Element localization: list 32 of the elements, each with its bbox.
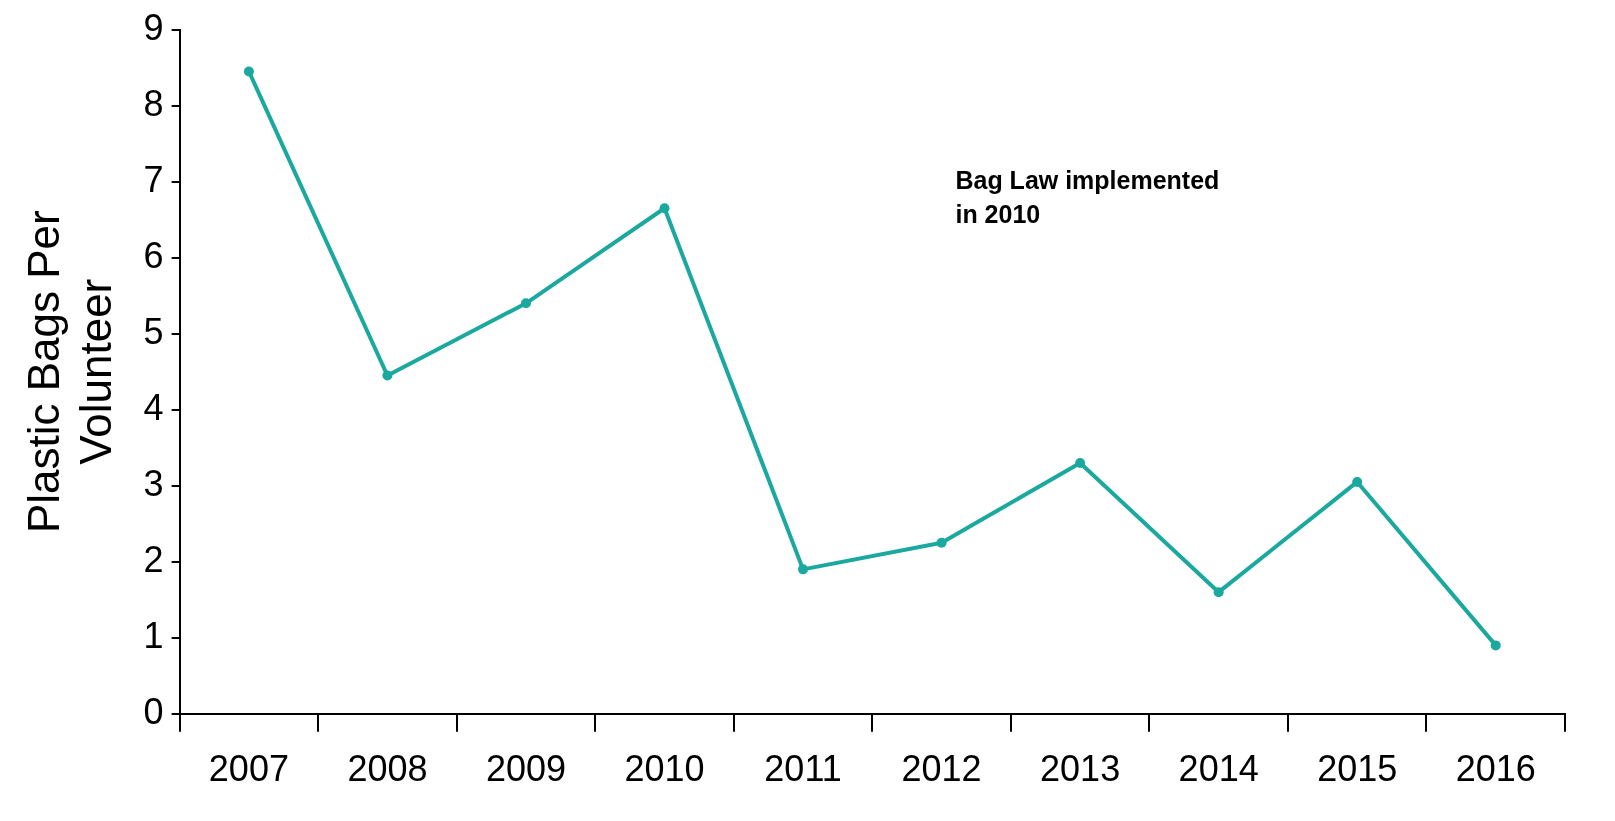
x-tick-label: 2013 [1040,748,1121,790]
y-axis-title: Plastic Bags Per Volunteer [18,210,121,534]
x-tick-label: 2010 [624,748,705,790]
point [1490,640,1501,651]
y-tick-label: 1 [143,614,164,656]
point [798,564,809,575]
point [382,370,393,381]
x-tick-label: 2016 [1455,748,1536,790]
x-tick-label: 2009 [485,748,567,790]
point [936,537,947,548]
y-tick-label: 4 [143,386,164,428]
y-tick-label: 9 [143,6,164,48]
y-tick-label: 0 [143,690,164,732]
point [1213,587,1224,598]
x-tick-label: 2007 [208,748,289,790]
y-tick-label: 6 [143,234,164,276]
x-tick-label: 2012 [901,748,982,790]
point [243,66,254,77]
y-tick-label: 5 [143,310,164,352]
y-tick-label: 7 [143,158,164,200]
annotation: Bag Law implemented in 2010 [955,165,1220,228]
point [659,203,670,214]
x-tick-label: 2014 [1178,748,1259,790]
x-tick-label: 2015 [1317,748,1398,790]
y-tick-label: 8 [143,82,164,124]
y-tick-label: 2 [143,538,164,580]
x-tick-label: 2011 [764,748,842,790]
y-tick-label: 3 [143,462,164,504]
point [520,298,531,309]
point [1075,457,1086,468]
x-tick-label: 2008 [347,748,428,790]
point [1352,476,1363,487]
